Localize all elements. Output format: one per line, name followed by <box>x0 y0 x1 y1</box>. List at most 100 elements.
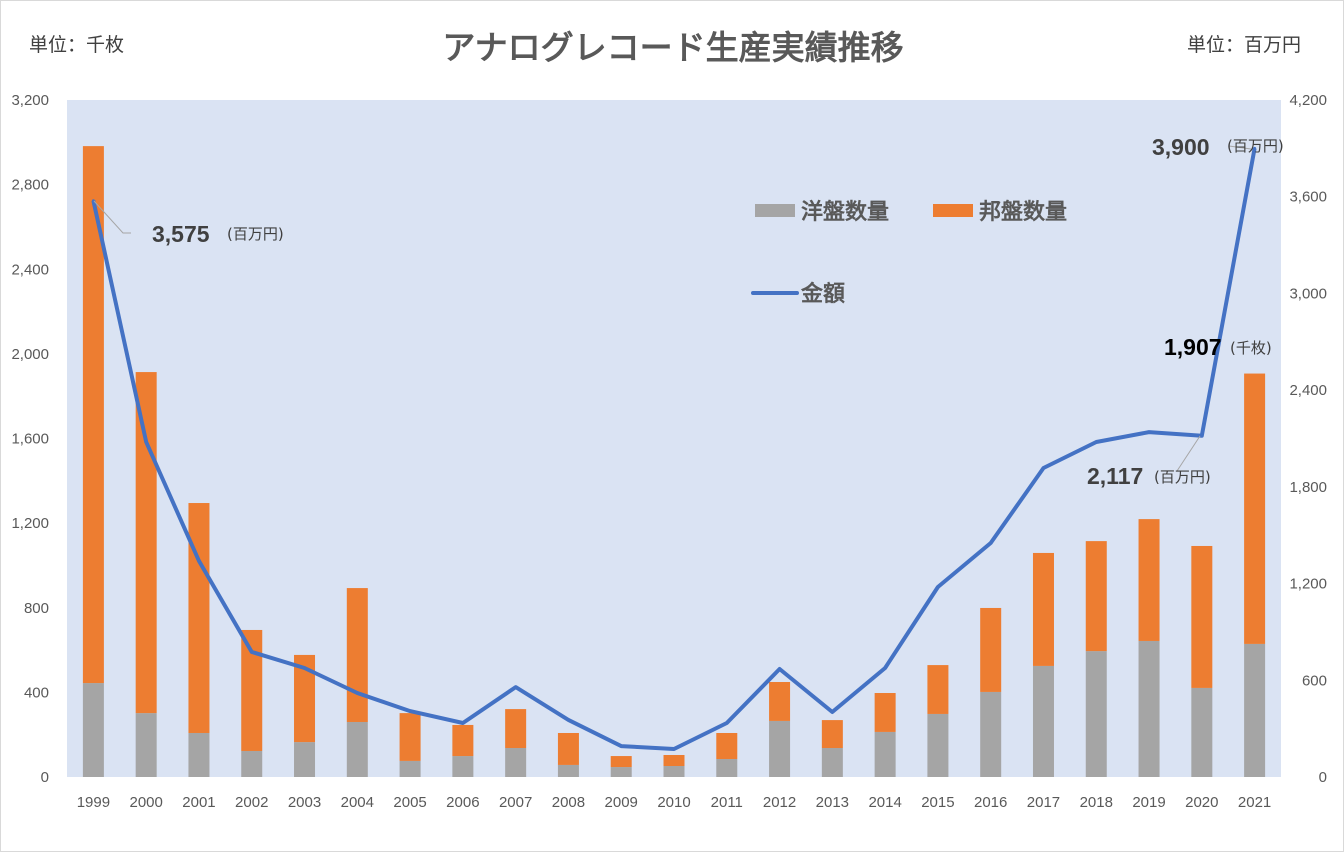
right-unit-label: 単位：百万円 <box>1187 34 1301 56</box>
line-point-2011 <box>725 721 729 725</box>
x-tick-label: 2009 <box>605 794 638 811</box>
bar-youban-2004 <box>346 721 368 777</box>
bar-houban-2002 <box>241 629 263 751</box>
line-point-2003 <box>303 666 307 670</box>
right-tick-label: 600 <box>1302 672 1327 689</box>
annotation-2021-quantity: 1,907 (千枚) <box>1164 334 1272 360</box>
x-tick-label: 2016 <box>974 794 1007 811</box>
bar-youban-2010 <box>663 765 685 777</box>
right-tick-label: 1,800 <box>1289 479 1327 496</box>
line-point-2007 <box>514 685 518 689</box>
plot-area <box>67 100 1281 777</box>
x-tick-label: 2000 <box>129 794 162 811</box>
legend-swatch-youban <box>755 204 795 217</box>
x-tick-label: 2013 <box>816 794 849 811</box>
x-tick-label: 2017 <box>1027 794 1060 811</box>
x-tick-label: 2007 <box>499 794 532 811</box>
x-tick-label: 2003 <box>288 794 321 811</box>
bar-youban-2003 <box>294 742 316 777</box>
x-tick-label: 2018 <box>1080 794 1113 811</box>
x-tick-label: 2006 <box>446 794 479 811</box>
bar-youban-2020 <box>1191 687 1213 777</box>
line-point-2018 <box>1094 440 1098 444</box>
bar-houban-2005 <box>399 713 421 761</box>
bar-houban-2020 <box>1191 545 1213 688</box>
line-point-2000 <box>144 440 148 444</box>
bar-houban-2011 <box>716 732 738 760</box>
line-point-2008 <box>566 718 570 722</box>
annotation-value-2021-quantity: 1,907 <box>1164 334 1222 360</box>
annotation-unit-2020: (百万円) <box>1154 468 1211 486</box>
left-axis: 0 400 800 1,200 1,600 2,000 2,400 2,800 3,200 <box>11 92 49 786</box>
left-tick-label: 800 <box>24 600 49 617</box>
bar-houban-2007 <box>505 709 527 749</box>
x-axis: 1999 2000 2001 2002 2003 2004 2005 2006 2007 2008… <box>77 794 1272 811</box>
left-tick-label: 3,200 <box>11 92 49 109</box>
bar-youban-2012 <box>769 720 791 777</box>
bar-youban-2015 <box>927 713 949 777</box>
left-tick-label: 2,400 <box>11 261 49 278</box>
x-tick-label: 1999 <box>77 794 110 811</box>
legend-label-houban: 邦盤数量 <box>979 199 1067 225</box>
bar-youban-2007 <box>505 748 527 777</box>
bar-youban-2017 <box>1032 665 1054 777</box>
right-tick-label: 1,200 <box>1289 576 1327 593</box>
bar-houban-2008 <box>557 732 579 765</box>
bar-youban-2016 <box>980 691 1002 777</box>
x-tick-label: 2012 <box>763 794 796 811</box>
bar-youban-2008 <box>557 764 579 777</box>
annotation-unit-1999: (百万円) <box>227 225 284 243</box>
bar-youban-2002 <box>241 750 263 777</box>
legend-label-youban: 洋盤数量 <box>801 199 889 225</box>
x-tick-label: 2020 <box>1185 794 1218 811</box>
bar-houban-2018 <box>1085 541 1107 652</box>
line-point-2009 <box>619 744 623 748</box>
bar-houban-2006 <box>452 724 474 757</box>
right-tick-label: 4,200 <box>1289 92 1327 109</box>
annotation-unit-2021-amount: (百万円) <box>1227 137 1284 155</box>
line-point-2006 <box>461 721 465 725</box>
x-tick-label: 2002 <box>235 794 268 811</box>
bar-youban-2005 <box>399 760 421 777</box>
left-unit-label: 単位：千枚 <box>29 34 124 56</box>
bar-houban-2004 <box>346 588 368 722</box>
bar-houban-2013 <box>821 720 843 749</box>
bar-youban-2014 <box>874 731 896 777</box>
right-tick-label: 3,600 <box>1289 189 1327 206</box>
bar-houban-2016 <box>980 607 1002 692</box>
bar-houban-2012 <box>769 682 791 721</box>
bar-youban-2013 <box>821 748 843 777</box>
x-tick-label: 2001 <box>182 794 215 811</box>
bar-youban-2018 <box>1085 651 1107 777</box>
bars-group <box>82 146 1266 777</box>
line-point-2002 <box>250 650 254 654</box>
left-tick-label: 400 <box>24 684 49 701</box>
line-point-2017 <box>1041 466 1045 470</box>
left-tick-label: 1,600 <box>11 431 49 448</box>
line-point-2020 <box>1200 434 1204 438</box>
x-tick-label: 2004 <box>341 794 374 811</box>
left-tick-label: 2,000 <box>11 346 49 363</box>
x-tick-label: 2019 <box>1132 794 1165 811</box>
line-point-2005 <box>408 709 412 713</box>
bar-houban-2009 <box>610 756 632 768</box>
right-tick-label: 0 <box>1319 769 1327 786</box>
bar-houban-1999 <box>82 146 104 684</box>
line-point-2019 <box>1147 430 1151 434</box>
bar-youban-2011 <box>716 759 738 777</box>
left-tick-label: 0 <box>41 769 49 786</box>
bar-youban-2006 <box>452 756 474 777</box>
annotation-value-2021-amount: 3,900 <box>1152 134 1210 160</box>
line-point-2010 <box>672 747 676 751</box>
annotation-unit-2021-quantity: (千枚) <box>1230 339 1272 357</box>
line-point-2016 <box>989 541 993 545</box>
bar-youban-2000 <box>135 713 157 777</box>
right-tick-label: 2,400 <box>1289 382 1327 399</box>
annotation-leader-2020 <box>1176 435 1201 472</box>
annotation-2020: 2,117 (百万円) <box>1087 435 1211 489</box>
bar-youban-2009 <box>610 767 632 777</box>
x-tick-label: 2011 <box>711 794 743 811</box>
bar-youban-1999 <box>82 683 104 777</box>
line-point-2012 <box>778 667 782 671</box>
line-point-2021 <box>1253 146 1257 150</box>
